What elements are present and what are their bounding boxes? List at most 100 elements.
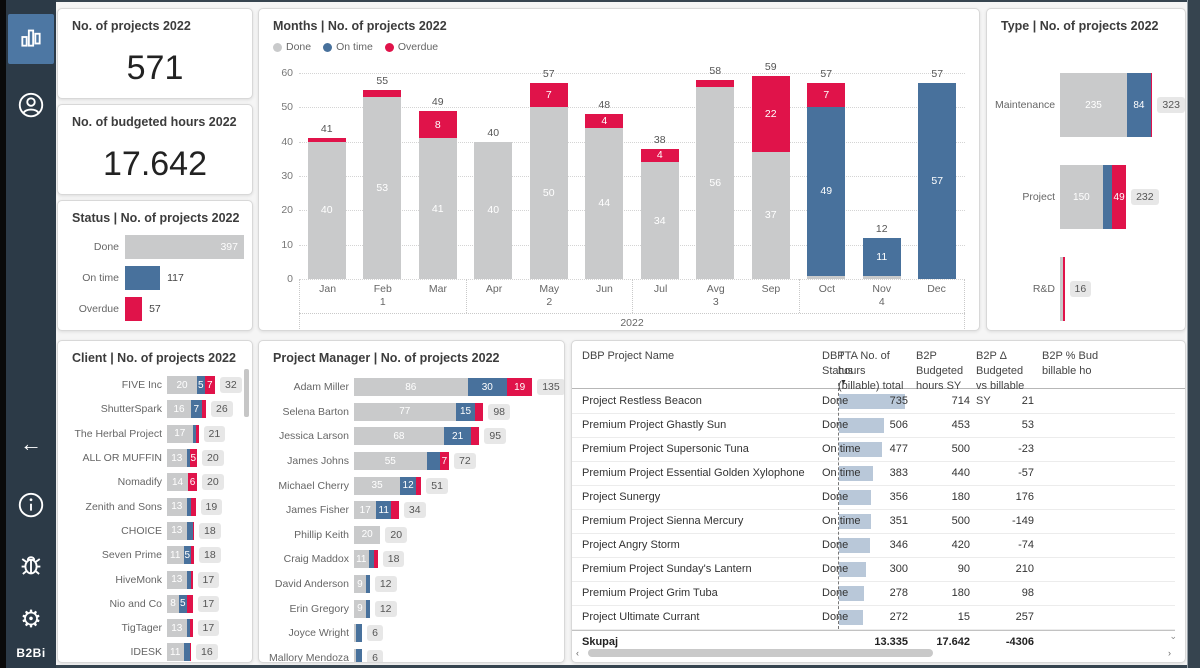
overdue-bar-segment[interactable]: 5 (189, 449, 197, 468)
overdue-bar-segment[interactable]: 19 (507, 378, 533, 397)
table-row[interactable]: Project Restless Beacon Done 735 714 21 (572, 390, 1175, 414)
pm-stacked-bar[interactable]: 11 (354, 550, 378, 569)
on_time-bar-segment[interactable] (186, 497, 191, 516)
overdue-bar-segment[interactable] (1150, 73, 1153, 137)
on_time-bar-segment[interactable]: 7 (191, 400, 202, 419)
legend-item-done[interactable]: Done (273, 41, 311, 53)
done-bar-segment[interactable]: 20 (354, 525, 381, 544)
status-bar[interactable] (125, 266, 161, 290)
overdue-bar-segment[interactable]: 4 (640, 148, 679, 163)
month-bar-dec[interactable]: 57 (918, 83, 957, 279)
table-horizontal-scrollbar[interactable]: ‹ › (576, 648, 1171, 659)
on_time-bar-segment[interactable]: 15 (455, 402, 476, 421)
month-bar-oct[interactable]: 49 7 (807, 83, 846, 279)
on_time-bar-segment[interactable]: 5 (179, 594, 187, 613)
overdue-bar-segment[interactable] (1062, 257, 1065, 321)
client-stacked-bar[interactable]: 13 (167, 619, 193, 638)
pm-stacked-bar[interactable]: 9 (354, 599, 370, 618)
overdue-bar-segment[interactable]: 7 (439, 452, 450, 471)
done-bar-segment[interactable]: 34 (640, 162, 679, 279)
on_time-bar-segment[interactable] (365, 575, 370, 594)
month-bar-mar[interactable]: 41 8 (418, 110, 457, 279)
on_time-bar-segment[interactable] (186, 449, 190, 468)
type-stacked-bar[interactable]: 235 84 (1060, 73, 1153, 137)
scroll-left-arrow[interactable]: ‹ (576, 648, 579, 658)
pm-stacked-bar[interactable]: 20 (354, 525, 381, 544)
on_time-bar-segment[interactable] (186, 521, 193, 540)
done-bar-segment[interactable]: 41 (418, 138, 457, 279)
overdue-bar-segment[interactable]: 7 (204, 376, 215, 395)
on_time-bar-segment[interactable] (365, 599, 370, 618)
overdue-bar-segment[interactable] (189, 643, 191, 662)
done-bar-segment[interactable]: 53 (363, 97, 402, 279)
on_time-bar-segment[interactable]: 11 (376, 501, 391, 520)
on_time-bar-segment[interactable] (355, 624, 363, 643)
on_time-bar-segment[interactable]: 5 (183, 546, 191, 565)
done-bar-segment[interactable]: 86 (354, 378, 468, 397)
client-stacked-bar[interactable]: 13 (167, 570, 193, 589)
done-bar-segment[interactable] (862, 275, 901, 279)
month-bar-sep[interactable]: 37 22 (751, 76, 790, 279)
month-bar-feb[interactable]: 53 (363, 90, 402, 279)
month-bar-jul[interactable]: 34 4 (640, 148, 679, 279)
pm-stacked-bar[interactable]: 9 (354, 575, 370, 594)
done-bar-segment[interactable]: 13 (167, 570, 187, 589)
done-bar-segment[interactable]: 17 (354, 501, 377, 520)
done-bar-segment[interactable]: 13 (167, 497, 187, 516)
column-header[interactable]: B2P Δ Budgeted vs billable SY (976, 350, 1025, 407)
done-bar-segment[interactable]: 35 (354, 476, 401, 495)
status-bar[interactable]: 397 (125, 235, 244, 259)
pm-stacked-bar[interactable]: 77 15 (354, 402, 484, 421)
client-stacked-bar[interactable]: 16 7 (167, 400, 206, 419)
column-header[interactable]: DBP Project Name (582, 350, 675, 362)
overdue-bar-segment[interactable] (696, 79, 735, 87)
table-row[interactable]: Premium Project Grim Tuba Done 278 180 98 (572, 582, 1175, 606)
legend-item-ontime[interactable]: On time (323, 41, 373, 53)
on_time-bar-segment[interactable]: 57 (918, 83, 957, 279)
overdue-bar-segment[interactable] (471, 427, 480, 446)
on_time-bar-segment[interactable]: 84 (1126, 73, 1151, 137)
on_time-bar-segment[interactable] (192, 424, 196, 443)
overdue-bar-segment[interactable]: 6 (188, 473, 197, 492)
done-bar-segment[interactable] (354, 648, 356, 662)
overdue-bar-segment[interactable]: 7 (807, 83, 846, 108)
done-bar-segment[interactable]: 55 (354, 452, 427, 471)
done-bar-segment[interactable]: 20 (167, 376, 197, 395)
table-row[interactable]: Project Ultimate Currant Done 272 15 257 (572, 606, 1175, 630)
overdue-bar-segment[interactable] (416, 476, 422, 495)
bug-report-button[interactable] (6, 549, 56, 584)
done-bar-segment[interactable]: 11 (354, 550, 369, 569)
done-bar-segment[interactable]: 50 (529, 107, 568, 279)
done-bar-segment[interactable]: 9 (354, 599, 366, 618)
overdue-bar-segment[interactable]: 49 (1112, 165, 1127, 229)
legend-item-overdue[interactable]: Overdue (384, 41, 438, 53)
client-stacked-bar[interactable]: 11 5 (167, 546, 194, 565)
overdue-bar-segment[interactable] (186, 594, 193, 613)
on_time-bar-segment[interactable]: 49 (807, 107, 846, 276)
overdue-bar-segment[interactable]: 22 (751, 76, 790, 152)
reports-nav-tile[interactable] (8, 14, 54, 64)
month-bar-apr[interactable]: 40 (474, 141, 513, 279)
on_time-bar-segment[interactable]: 11 (862, 237, 901, 276)
pm-stacked-bar[interactable]: 35 12 (354, 476, 422, 495)
done-bar-segment[interactable]: 11 (167, 546, 184, 565)
info-button[interactable] (6, 490, 56, 525)
on_time-bar-segment[interactable]: 21 (443, 427, 472, 446)
user-button[interactable] (6, 90, 56, 125)
table-row[interactable]: Premium Project Ghastly Sun Done 506 453 53 (572, 414, 1175, 438)
column-header[interactable]: B2P Budgeted hours SY (916, 350, 964, 392)
column-header[interactable]: TTA No. of hours (billable) total (838, 350, 904, 392)
pm-stacked-bar[interactable]: 86 30 19 (354, 378, 533, 397)
on_time-bar-segment[interactable] (186, 570, 191, 589)
table-row[interactable]: Premium Project Supersonic Tuna On time 47… (572, 438, 1175, 462)
done-bar-segment[interactable]: 16 (167, 400, 191, 419)
overdue-bar-segment[interactable]: 8 (418, 110, 457, 139)
table-row[interactable]: Premium Project Essential Golden Xylopho… (572, 462, 1175, 486)
table-scroll-down-chevron[interactable]: ⌄ (1169, 631, 1177, 641)
overdue-bar-segment[interactable] (189, 619, 193, 638)
on_time-bar-segment[interactable] (426, 452, 440, 471)
done-bar-segment[interactable]: 11 (167, 643, 184, 662)
table-row[interactable]: Project Sunergy Done 356 180 176 (572, 486, 1175, 510)
done-bar-segment[interactable]: 17 (167, 424, 193, 443)
